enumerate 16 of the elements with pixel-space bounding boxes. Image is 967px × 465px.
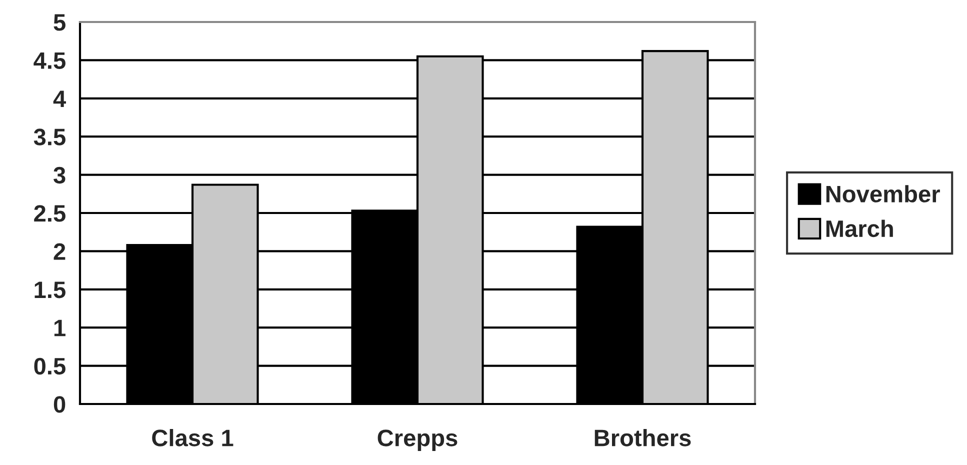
y-tick-label: 2.5 [34,205,66,222]
y-tick-label: 0.5 [34,358,66,375]
y-tick-label: 5 [54,14,66,31]
y-tick-label: 4.5 [34,52,66,69]
y-tick-label: 2 [54,243,66,260]
y-tick-label: 1.5 [34,282,66,298]
legend-label: March [826,220,893,238]
y-tick-label: 0 [54,396,66,413]
y-tick-label: 1 [54,320,66,336]
x-tick-label: Class 1 [152,429,234,446]
legend-label: November [826,185,940,202]
x-tick-label: Brothers [594,429,691,446]
y-tick-label: 4 [53,90,66,107]
y-tick-label: 3 [54,166,66,184]
x-tick-label: Crepps [378,430,458,452]
y-tick-label: 3.5 [34,128,66,146]
